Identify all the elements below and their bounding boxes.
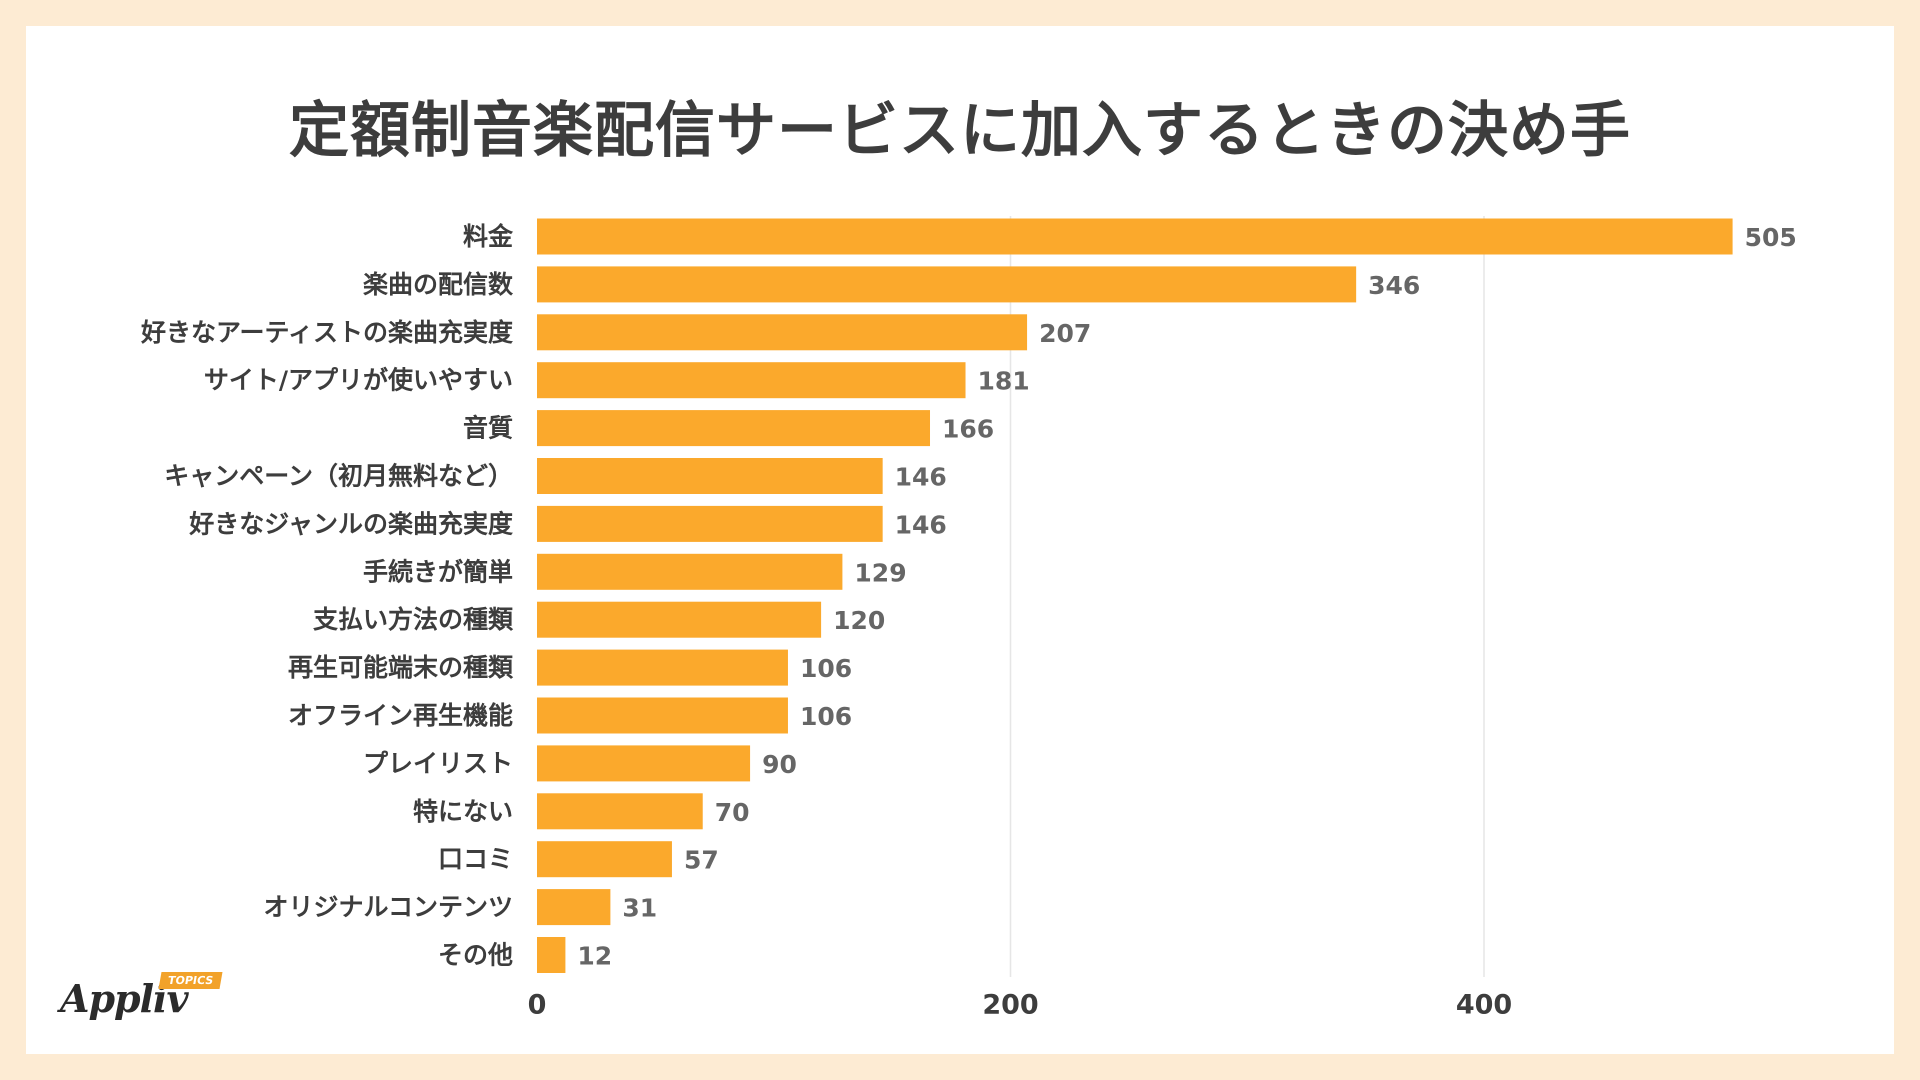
bar-0: [537, 218, 1733, 255]
x-tick-label-400: 400: [1456, 990, 1512, 1021]
category-label-13: 口コミ: [438, 845, 513, 874]
value-label-6: 146: [895, 510, 947, 539]
category-label-15: その他: [438, 941, 513, 970]
logo-badge: TOPICS: [158, 972, 223, 989]
chart-title: 定額制音楽配信サービスに加入するときの決め手: [289, 96, 1631, 166]
category-label-12: 特にない: [413, 797, 513, 826]
bar-1: [537, 266, 1357, 303]
category-label-0: 料金: [463, 222, 514, 251]
value-label-9: 106: [800, 654, 852, 683]
x-tick-label-200: 200: [982, 990, 1038, 1021]
category-label-11: プレイリスト: [363, 749, 513, 778]
category-label-1: 楽曲の配信数: [363, 270, 514, 299]
value-label-1: 346: [1368, 271, 1420, 300]
value-label-4: 166: [942, 415, 994, 444]
bar-6: [537, 505, 883, 542]
bar-9: [537, 649, 788, 686]
value-label-11: 90: [762, 750, 797, 779]
category-label-8: 支払い方法の種類: [313, 605, 514, 634]
value-label-13: 57: [684, 846, 719, 875]
value-label-0: 505: [1745, 223, 1797, 252]
category-label-3: サイト/アプリが使いやすい: [204, 366, 513, 395]
category-label-6: 好きなジャンルの楽曲充実度: [188, 509, 513, 538]
x-tick-label-0: 0: [528, 990, 547, 1021]
chart-card: [26, 26, 1894, 1054]
bar-13: [537, 841, 672, 878]
bar-15: [537, 937, 566, 973]
bar-4: [537, 410, 931, 447]
value-label-10: 106: [800, 702, 852, 731]
bar-10: [537, 697, 788, 734]
bar-2: [537, 314, 1028, 351]
bar-8: [537, 601, 822, 638]
value-label-3: 181: [978, 367, 1030, 396]
value-label-15: 12: [577, 942, 612, 971]
category-label-4: 音質: [463, 414, 513, 443]
category-label-14: オリジナルコンテンツ: [263, 893, 513, 922]
category-label-5: キャンペーン（初月無料など）: [164, 462, 513, 491]
value-label-2: 207: [1039, 319, 1091, 348]
value-label-5: 146: [895, 463, 947, 492]
bar-14: [537, 889, 611, 926]
bar-3: [537, 362, 966, 399]
category-label-7: 手続きが簡単: [363, 557, 513, 586]
value-label-8: 120: [833, 606, 885, 635]
bar-7: [537, 553, 843, 590]
value-label-7: 129: [854, 558, 906, 587]
category-label-10: オフライン再生機能: [288, 701, 513, 730]
category-label-2: 好きなアーティストの楽曲充実度: [140, 318, 513, 347]
bar-12: [537, 793, 703, 830]
value-label-12: 70: [715, 798, 750, 827]
appliv-logo: Appliv TOPICS: [60, 972, 235, 1032]
bar-11: [537, 745, 751, 782]
category-label-9: 再生可能端末の種類: [288, 653, 514, 682]
bar-5: [537, 458, 883, 494]
value-label-14: 31: [622, 894, 657, 923]
